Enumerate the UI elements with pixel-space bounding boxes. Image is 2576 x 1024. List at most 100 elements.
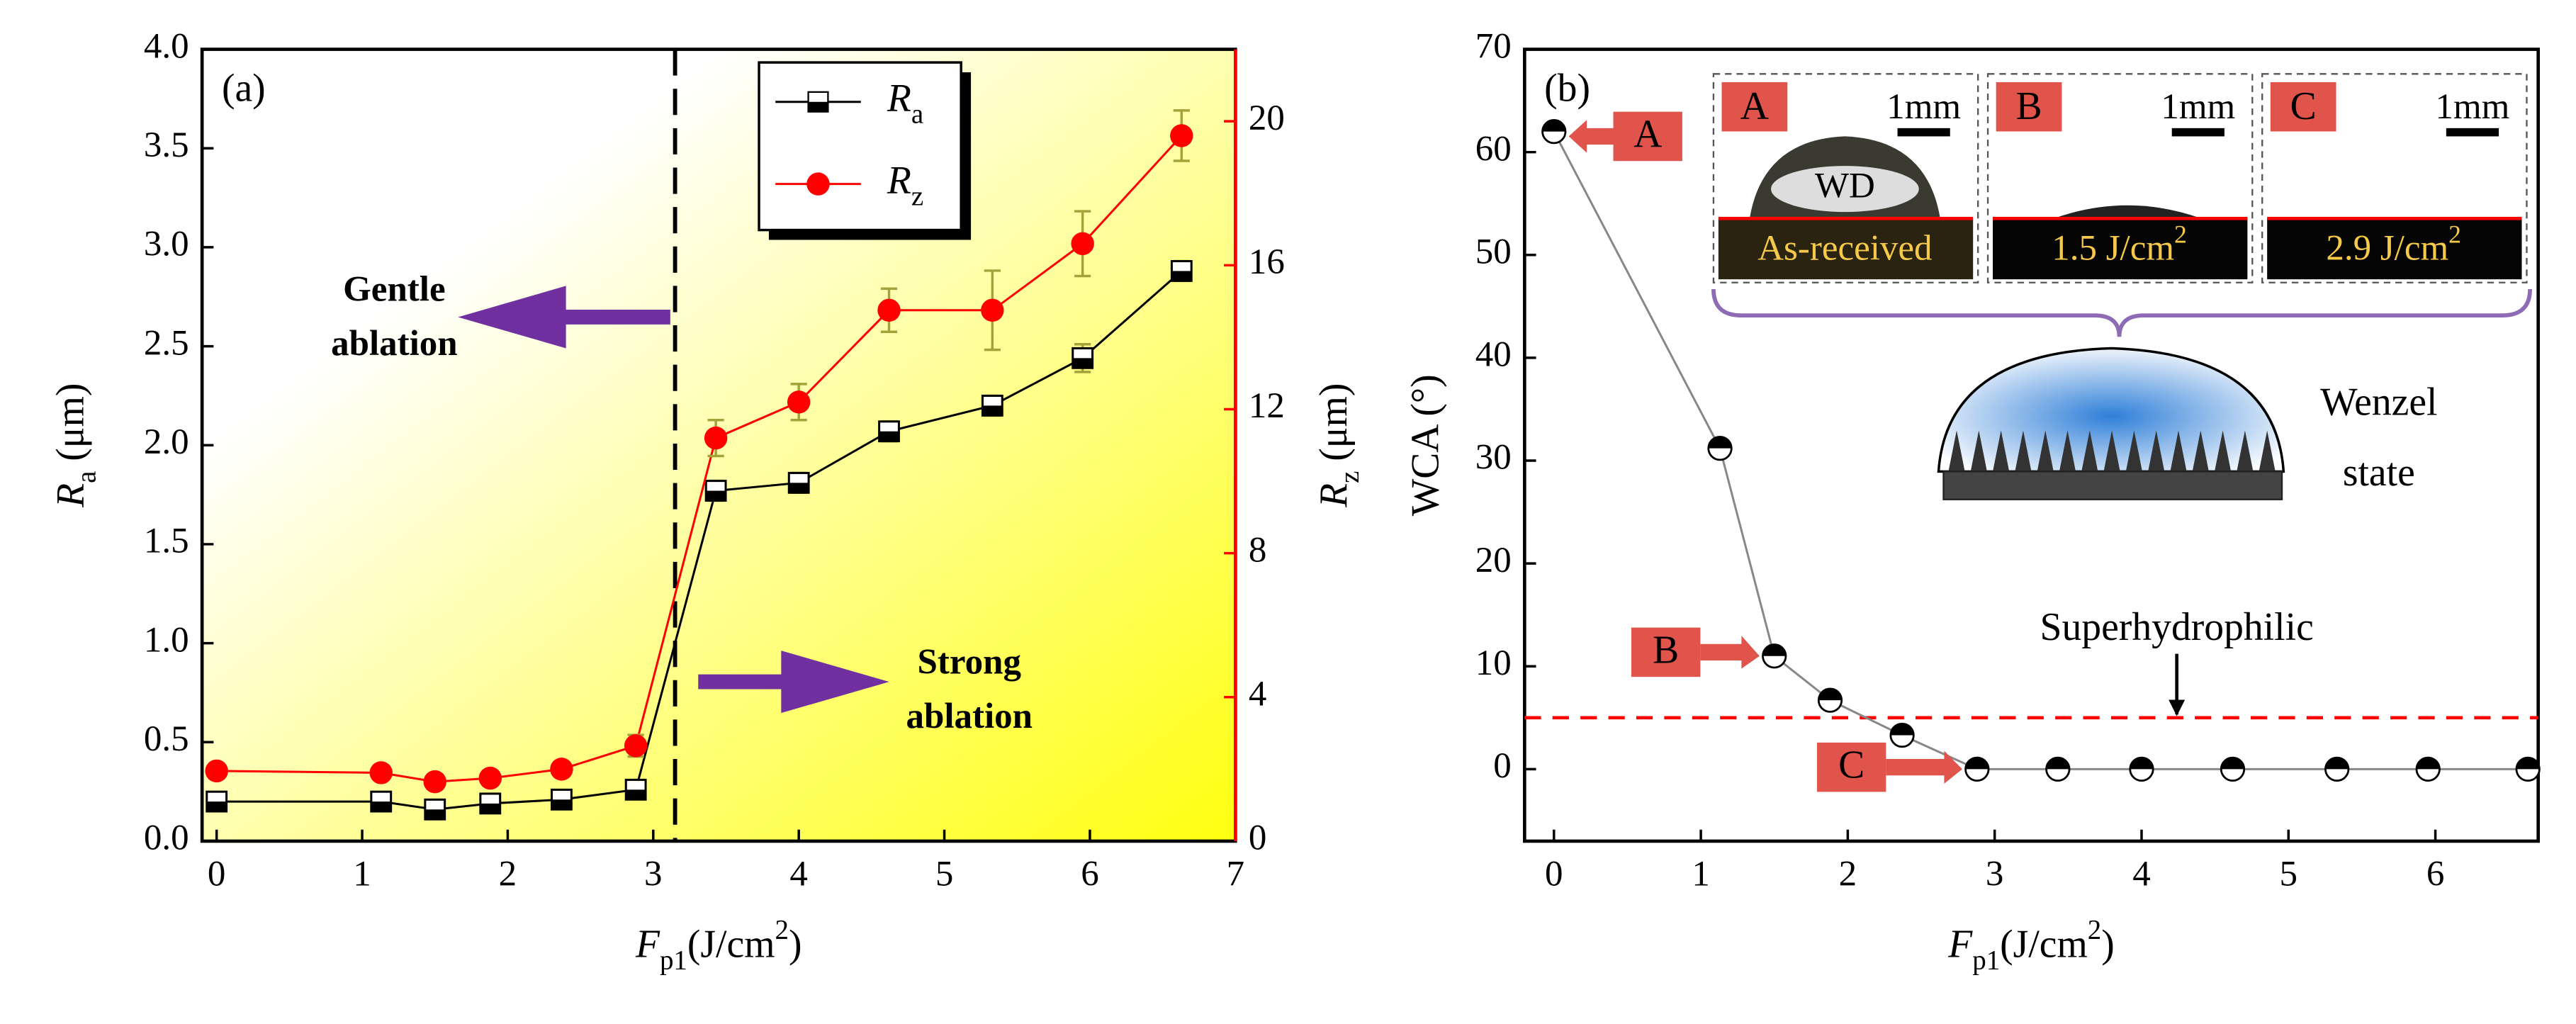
- marker-half: [706, 490, 726, 501]
- callout-box: [1631, 627, 1701, 677]
- y-tick-label: 30: [1475, 438, 1512, 478]
- x-tick-label: 5: [935, 855, 954, 894]
- callout-box: [1613, 111, 1682, 162]
- label-part: p1: [660, 945, 687, 976]
- callout-arrow: [1700, 636, 1760, 669]
- marker: [2220, 756, 2246, 782]
- marker-body: [205, 759, 228, 783]
- marker: [704, 426, 728, 450]
- marker: [478, 766, 502, 790]
- bracket: [1711, 288, 2532, 337]
- marker-half: [1708, 437, 1732, 449]
- marker: [2415, 756, 2441, 782]
- marker: [624, 778, 647, 801]
- label-part: (J/cm: [687, 922, 775, 966]
- x-tick-label: 0: [208, 855, 226, 894]
- label-part: R: [887, 77, 911, 120]
- inset-tag: [1996, 81, 2062, 132]
- y2-tick-label: 12: [1249, 386, 1285, 426]
- droplet-image: [2053, 205, 2202, 219]
- scale-bar: [2171, 128, 2225, 137]
- panel-label: (a): [222, 67, 266, 111]
- y-tick-label: 50: [1475, 232, 1512, 272]
- callout-box: [1816, 742, 1886, 792]
- label-part: As-received: [1757, 228, 1932, 268]
- marker: [1072, 347, 1094, 369]
- marker-half: [1965, 758, 1989, 770]
- marker: [205, 759, 228, 783]
- marker-body: [704, 426, 728, 450]
- marker-half: [1762, 644, 1786, 656]
- y-tick-label: 0: [1493, 746, 1511, 786]
- label-part: z: [1334, 471, 1365, 483]
- marker: [1541, 119, 1567, 145]
- marker: [1707, 435, 1733, 461]
- marker-half: [789, 483, 809, 493]
- y2-tick-label: 8: [1249, 530, 1266, 570]
- marker-half: [371, 801, 391, 811]
- inset-photo: [1993, 218, 2248, 280]
- inset-tag-label: B: [2015, 84, 2042, 128]
- legend-marker: [806, 172, 830, 196]
- annotation: ablation: [906, 697, 1033, 736]
- label-part: z: [911, 181, 923, 212]
- callout-label: B: [1653, 628, 1679, 672]
- label-part: 2: [2448, 220, 2461, 249]
- label-part: (μm): [48, 383, 92, 471]
- series-line: [1553, 130, 2529, 770]
- y2-axis-label: Rz (μm): [1312, 383, 1366, 508]
- marker-half: [1818, 688, 1842, 701]
- y-axis-label: Ra (μm): [48, 383, 102, 508]
- marker-half: [879, 431, 899, 441]
- legend-marker-half: [808, 101, 828, 112]
- marker: [550, 758, 573, 781]
- legend-label: Rz: [887, 158, 923, 212]
- x-tick-label: 2: [499, 855, 517, 894]
- marker-body: [1071, 232, 1094, 256]
- marker-half: [2416, 758, 2440, 770]
- callout-label: C: [1838, 743, 1864, 787]
- y-tick-label: 3.5: [144, 125, 189, 165]
- y-tick-label: 2.5: [144, 323, 189, 363]
- x-tick-label: 0: [1545, 855, 1563, 894]
- label-part: a: [911, 99, 923, 130]
- marker-half: [1890, 724, 1914, 736]
- marker: [551, 788, 573, 811]
- marker: [1817, 687, 1843, 713]
- y-tick-label: 60: [1475, 129, 1512, 169]
- callout-arrow: [1568, 120, 1614, 153]
- x-tick-label: 4: [789, 855, 808, 894]
- marker-half: [2325, 758, 2349, 770]
- label-part: 2: [2088, 915, 2101, 945]
- marker: [981, 394, 1003, 417]
- scale-label: 1mm: [1886, 87, 1961, 127]
- legend-box: [758, 61, 962, 232]
- marker-half: [2130, 758, 2154, 770]
- model-label: Wenzel: [2320, 380, 2437, 424]
- annotation: Strong: [918, 643, 1021, 682]
- marker: [787, 471, 810, 494]
- label-part: a: [72, 471, 102, 483]
- inset-caption: As-received: [1757, 228, 1932, 268]
- x-tick-label: 5: [2280, 855, 2298, 894]
- inset-photo: [2267, 218, 2522, 280]
- x-tick-label: 6: [1081, 855, 1099, 894]
- substrate: [1942, 471, 2283, 500]
- y2-tick-label: 20: [1249, 99, 1285, 138]
- scale-bar: [2446, 128, 2499, 137]
- x-tick-label: 1: [1692, 855, 1710, 894]
- x-tick-label: 6: [2426, 855, 2445, 894]
- marker: [423, 770, 446, 794]
- marker: [370, 790, 393, 813]
- marker: [877, 298, 901, 322]
- inset-photo: [1718, 218, 1974, 280]
- marker: [1170, 260, 1193, 282]
- arrow: [698, 651, 889, 714]
- y-tick-label: 4.0: [144, 26, 189, 66]
- marker: [704, 480, 727, 502]
- marker-half: [1072, 358, 1093, 368]
- marker: [981, 298, 1004, 322]
- scale-bar: [1897, 128, 1950, 137]
- marker: [878, 420, 900, 443]
